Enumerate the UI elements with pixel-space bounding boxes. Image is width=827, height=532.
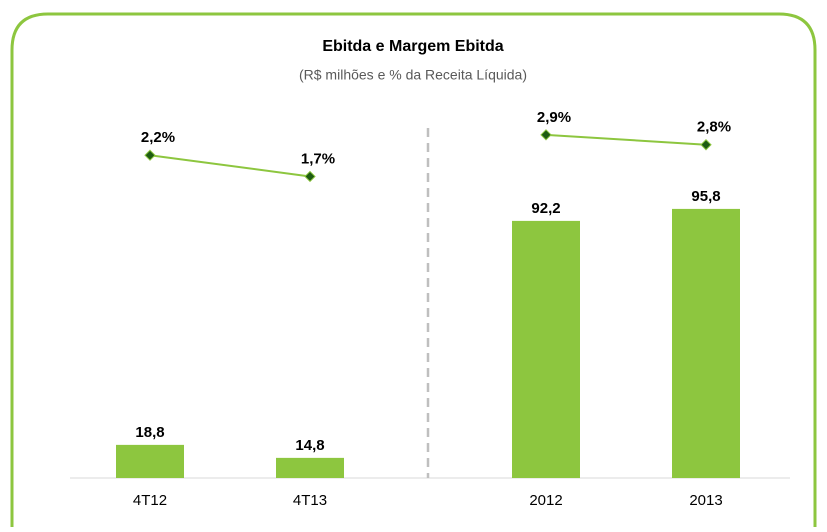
line-marker bbox=[144, 149, 156, 161]
x-tick-label: 2012 bbox=[529, 492, 562, 509]
data-label: 1,7% bbox=[301, 150, 335, 167]
data-label: 2,8% bbox=[697, 119, 731, 136]
chart-subtitle: (R$ milhões e % da Receita Líquida) bbox=[299, 67, 527, 83]
data-label: 95,8 bbox=[691, 188, 720, 205]
bar bbox=[512, 220, 580, 479]
data-label: 2,9% bbox=[537, 109, 571, 126]
x-tick-label: 4T13 bbox=[293, 492, 327, 509]
line bbox=[545, 133, 707, 146]
bar bbox=[276, 457, 344, 478]
data-label: 18,8 bbox=[135, 424, 164, 441]
line-marker bbox=[304, 170, 316, 183]
bar bbox=[672, 208, 740, 478]
data-label: 14,8 bbox=[295, 437, 324, 454]
x-tick-label: 2013 bbox=[689, 492, 722, 509]
x-tick-label: 4T12 bbox=[133, 492, 167, 509]
bar bbox=[116, 444, 184, 478]
line-marker bbox=[540, 129, 552, 141]
line bbox=[149, 154, 311, 178]
data-label: 2,2% bbox=[141, 129, 175, 146]
data-label: 92,2 bbox=[531, 200, 560, 217]
chart-title: Ebitda e Margem Ebitda bbox=[322, 38, 503, 55]
frame bbox=[10, 12, 817, 527]
line-marker bbox=[700, 139, 712, 151]
